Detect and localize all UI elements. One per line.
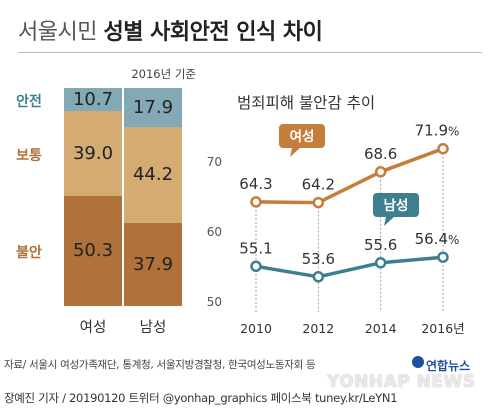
title-divider <box>18 52 482 53</box>
data-point <box>250 260 262 273</box>
data-value-label: 56.4% <box>415 230 460 248</box>
bar-basis-note: 2016년 기준 <box>131 67 196 81</box>
data-point <box>250 196 262 208</box>
source-note: 자료/ 서울시 여성가족재단, 통계청, 서울지방경찰청, 한국여성노동자회 등 <box>4 359 316 371</box>
series-callout-label: 남성 <box>384 197 409 214</box>
series-label: 불안 <box>16 245 42 262</box>
bar-value-label: 17.9 <box>132 96 174 118</box>
data-value-label: 55.1 <box>239 239 272 257</box>
bar-segment-1-1: 10.7 <box>64 88 122 112</box>
bar-segment-2-1: 17.9 <box>124 88 182 128</box>
bar-value-label: 39.0 <box>72 142 114 164</box>
bar-category-label: 여성 <box>79 320 107 336</box>
title-light: 서울시민 <box>18 20 97 45</box>
unit-label: % <box>448 233 459 247</box>
series-label: 안전 <box>16 93 42 110</box>
series-callout <box>373 193 419 217</box>
data-point <box>374 257 387 269</box>
line-chart-title: 범죄피해 불안감 추이 <box>237 94 375 112</box>
bar-segment-1-3: 50.3 <box>64 196 122 306</box>
x-tick-label: 2012 <box>302 321 334 336</box>
series-line <box>255 255 444 279</box>
data-value-label: 71.9% <box>415 122 460 140</box>
data-value-label: 55.6 <box>364 236 397 254</box>
data-point <box>374 166 387 178</box>
data-point <box>437 142 449 155</box>
bar-value-label: 10.7 <box>72 88 114 110</box>
chart-title: 서울시민 성별 사회안전 인식 차이 <box>18 14 323 46</box>
callout-tail <box>290 148 300 157</box>
bar-category-label: 남성 <box>139 320 167 336</box>
logo-korean: 연합뉴스 <box>426 359 471 373</box>
logo-english: YONHAP NEWS <box>327 372 476 392</box>
unit-label: % <box>448 125 459 139</box>
data-value-label: 53.6 <box>302 250 335 268</box>
y-tick-label: 50 <box>207 295 222 309</box>
y-tick-label: 70 <box>207 155 222 169</box>
y-tick-label: 60 <box>207 225 222 239</box>
bar-value-label: 50.3 <box>72 240 114 262</box>
series-callout-label: 여성 <box>290 128 315 145</box>
bar-segment-2-2: 44.2 <box>124 127 182 224</box>
series-line <box>255 147 444 205</box>
bar-value-label: 44.2 <box>132 164 174 186</box>
bar-segment-2-3: 37.9 <box>124 223 182 306</box>
yonhap-logo-icon <box>412 356 424 368</box>
data-value-label: 68.6 <box>364 145 397 163</box>
data-point <box>437 251 449 263</box>
bar-segment-1-2: 39.0 <box>64 111 122 197</box>
credit-line: 장예진 기자 / 20190120 트위터 @yonhap_graphics 페… <box>4 391 398 405</box>
x-tick-label: 2016년 <box>421 321 464 336</box>
x-tick-label: 2014 <box>365 321 397 336</box>
data-value-label: 64.2 <box>302 176 335 194</box>
data-point <box>312 271 325 283</box>
series-label: 보통 <box>16 147 42 164</box>
callout-tail <box>384 217 394 226</box>
data-value-label: 64.3 <box>239 175 272 193</box>
data-point <box>312 196 325 209</box>
series-callout <box>279 124 325 148</box>
x-tick-label: 2010 <box>240 321 272 336</box>
bar-value-label: 37.9 <box>132 253 174 275</box>
title-bold: 성별 사회안전 인식 차이 <box>103 20 323 45</box>
